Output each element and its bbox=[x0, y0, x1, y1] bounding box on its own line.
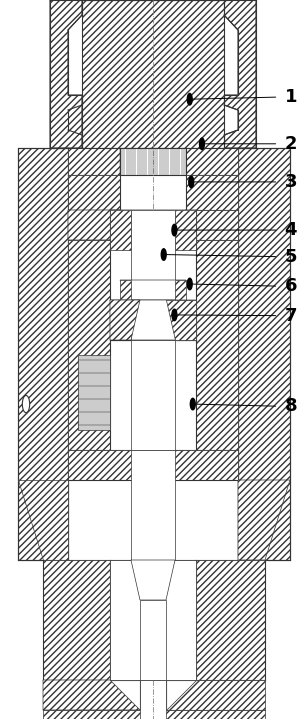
Polygon shape bbox=[110, 300, 131, 340]
Bar bbox=[120, 148, 186, 175]
Circle shape bbox=[200, 138, 204, 150]
Circle shape bbox=[22, 395, 30, 413]
Bar bbox=[131, 340, 175, 450]
Bar bbox=[140, 600, 166, 680]
Text: 3: 3 bbox=[285, 173, 297, 191]
Circle shape bbox=[190, 398, 195, 410]
Bar bbox=[131, 450, 175, 560]
Circle shape bbox=[172, 309, 177, 321]
Polygon shape bbox=[18, 480, 68, 560]
Polygon shape bbox=[238, 480, 290, 560]
Polygon shape bbox=[110, 210, 131, 250]
Polygon shape bbox=[196, 560, 265, 680]
Bar bbox=[110, 560, 196, 680]
Polygon shape bbox=[120, 280, 131, 300]
Polygon shape bbox=[238, 148, 290, 560]
Polygon shape bbox=[186, 148, 238, 175]
Text: 8: 8 bbox=[285, 397, 297, 416]
Text: 6: 6 bbox=[285, 277, 297, 296]
Circle shape bbox=[189, 176, 194, 188]
Polygon shape bbox=[43, 560, 110, 680]
Polygon shape bbox=[68, 175, 120, 210]
Polygon shape bbox=[110, 210, 196, 250]
Polygon shape bbox=[68, 210, 120, 240]
Polygon shape bbox=[110, 300, 196, 340]
Polygon shape bbox=[131, 560, 175, 600]
Polygon shape bbox=[50, 0, 82, 148]
Bar bbox=[140, 680, 166, 719]
Polygon shape bbox=[18, 148, 68, 560]
Polygon shape bbox=[175, 300, 196, 340]
Text: 1: 1 bbox=[285, 88, 297, 106]
Polygon shape bbox=[175, 210, 196, 250]
Circle shape bbox=[187, 278, 192, 290]
Polygon shape bbox=[186, 210, 238, 240]
Polygon shape bbox=[166, 300, 196, 340]
Bar bbox=[43, 710, 265, 719]
Text: 5: 5 bbox=[285, 247, 297, 266]
Circle shape bbox=[161, 249, 166, 260]
Polygon shape bbox=[43, 680, 140, 710]
Polygon shape bbox=[110, 300, 140, 340]
Polygon shape bbox=[196, 240, 238, 450]
Polygon shape bbox=[68, 450, 238, 480]
Text: 7: 7 bbox=[285, 306, 297, 325]
Polygon shape bbox=[68, 148, 120, 175]
Circle shape bbox=[172, 224, 177, 236]
Polygon shape bbox=[224, 0, 256, 148]
Polygon shape bbox=[186, 175, 238, 210]
Text: 2: 2 bbox=[285, 134, 297, 153]
Circle shape bbox=[187, 93, 192, 105]
Polygon shape bbox=[68, 240, 110, 450]
Bar bbox=[131, 210, 175, 280]
Polygon shape bbox=[120, 280, 186, 300]
Polygon shape bbox=[175, 280, 186, 300]
Text: 4: 4 bbox=[285, 221, 297, 239]
Bar bbox=[78, 355, 110, 430]
Polygon shape bbox=[166, 680, 265, 710]
Bar bbox=[82, 0, 224, 148]
